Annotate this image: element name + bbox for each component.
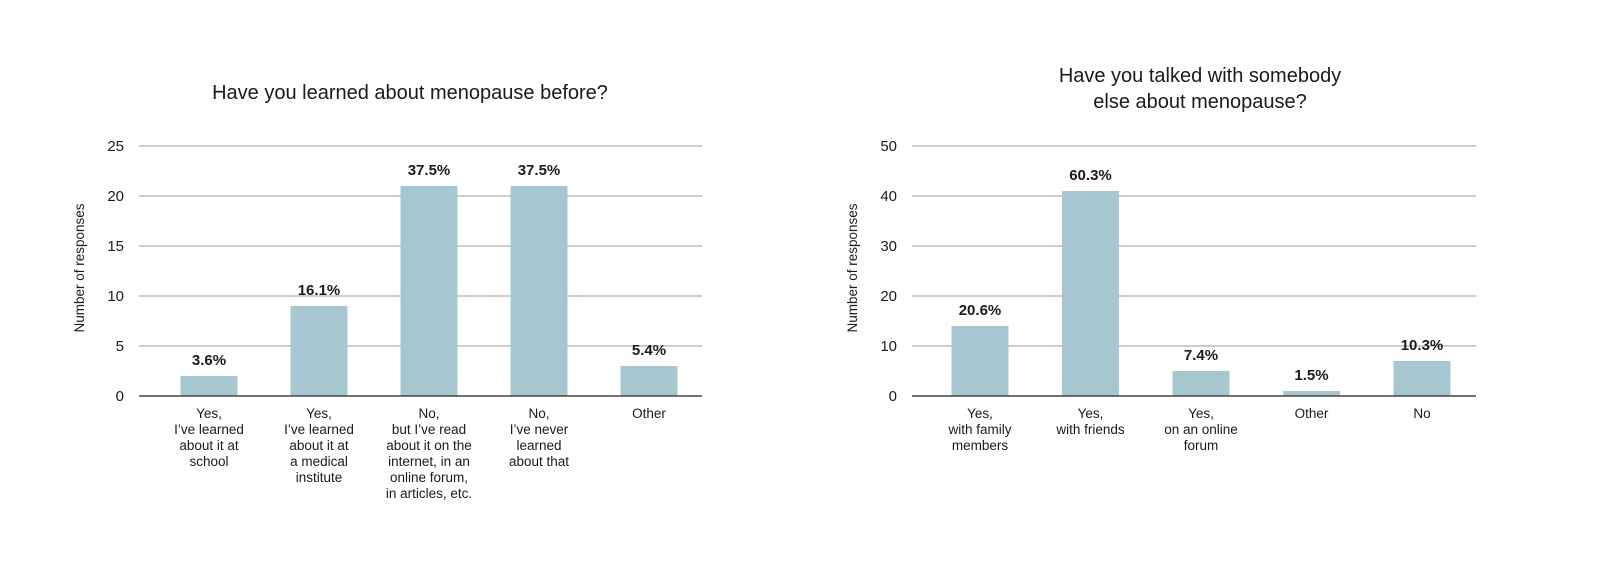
y-tick-label: 0 (116, 388, 124, 405)
data-label: 20.6% (959, 302, 1002, 319)
chart-2-title-line-2: else about menopause? (1093, 91, 1307, 113)
bar (1172, 371, 1230, 396)
x-category-label-line: about that (509, 454, 569, 469)
x-category-label-line: on an online (1164, 422, 1238, 437)
x-category-label-line: Yes, (306, 406, 332, 421)
x-category-label: Yes, I’ve learned about it at a medical inst… (284, 406, 354, 485)
x-category-label-line: learned (516, 438, 561, 453)
x-category-label-line: with family (947, 422, 1011, 437)
x-category-label-line: No, (418, 406, 439, 421)
x-category-label-line: institute (296, 470, 343, 485)
x-category-label-line: but I’ve read (392, 422, 466, 437)
x-category-label-line: forum (1184, 438, 1219, 453)
bar (290, 306, 348, 396)
x-category-label-line: Other (1295, 406, 1329, 421)
bar (951, 326, 1009, 396)
x-category-label: Yes, with family members (947, 406, 1011, 453)
x-category-label-line: a medical (290, 454, 348, 469)
x-category-label: No (1413, 406, 1430, 421)
x-category-label-line: with friends (1055, 422, 1125, 437)
data-label: 7.4% (1184, 347, 1218, 364)
y-tick-label: 40 (880, 188, 897, 205)
y-axis-label: Number of responses (845, 203, 860, 332)
y-tick-label: 10 (880, 338, 897, 355)
x-category-label-line: Yes, (1078, 406, 1104, 421)
x-category-label: Yes, on an online forum (1164, 406, 1238, 453)
y-tick-label: 10 (107, 288, 124, 305)
bar (510, 186, 568, 396)
x-category-label-line: school (189, 454, 228, 469)
x-category-label: Other (632, 406, 666, 421)
x-category-label: Other (1295, 406, 1329, 421)
x-category-label-line: Yes, (1188, 406, 1214, 421)
bar (1283, 391, 1340, 396)
x-category-label-line: about it on the (386, 438, 472, 453)
x-category-label-line: Other (632, 406, 666, 421)
x-category-label-line: No, (528, 406, 549, 421)
data-label: 10.3% (1401, 337, 1444, 354)
y-tick-label: 50 (880, 138, 897, 155)
bar (620, 366, 678, 396)
chart-2-title: Have you talked with somebody else about… (900, 63, 1500, 115)
y-tick-label: 20 (880, 288, 897, 305)
x-category-label: No, I’ve never learned about that (509, 406, 569, 469)
bar (1062, 191, 1119, 396)
y-axis-label: Number of responses (72, 203, 87, 332)
data-label: 37.5% (408, 162, 451, 179)
x-category-label-line: I’ve never (510, 422, 569, 437)
x-category-label-line: internet, in an (388, 454, 470, 469)
x-category-label-line: members (952, 438, 1009, 453)
data-label: 3.6% (192, 352, 226, 369)
data-label: 1.5% (1294, 367, 1328, 384)
y-tick-label: 25 (107, 138, 124, 155)
y-tick-label: 0 (889, 388, 897, 405)
data-label: 37.5% (518, 162, 561, 179)
x-category-label: No, but I’ve read about it on the internet,… (386, 406, 472, 501)
x-category-label-line: I’ve learned (284, 422, 354, 437)
y-tick-label: 15 (107, 238, 124, 255)
x-category-label-line: about it at (289, 438, 349, 453)
x-category-label-line: Yes, (196, 406, 222, 421)
y-tick-label: 20 (107, 188, 124, 205)
bar (1393, 361, 1451, 396)
data-label: 60.3% (1069, 167, 1112, 184)
x-category-label-line: about it at (179, 438, 239, 453)
bar (180, 376, 238, 396)
chart-2-title-line-1: Have you talked with somebody (1058, 65, 1342, 87)
x-category-label: Yes, I’ve learned about it at school (174, 406, 244, 469)
x-category-label: Yes, with friends (1055, 406, 1125, 437)
y-tick-label: 5 (116, 338, 124, 355)
x-category-label-line: No (1413, 406, 1430, 421)
y-tick-label: 30 (880, 238, 897, 255)
x-category-label-line: Yes, (967, 406, 993, 421)
data-label: 16.1% (298, 282, 341, 299)
x-category-label-line: online forum, (390, 470, 468, 485)
bar (400, 186, 458, 396)
data-label: 5.4% (632, 342, 666, 359)
chart-1-title: Have you learned about menopause before? (212, 82, 608, 104)
x-category-label-line: in articles, etc. (386, 486, 472, 501)
x-category-label-line: I’ve learned (174, 422, 244, 437)
